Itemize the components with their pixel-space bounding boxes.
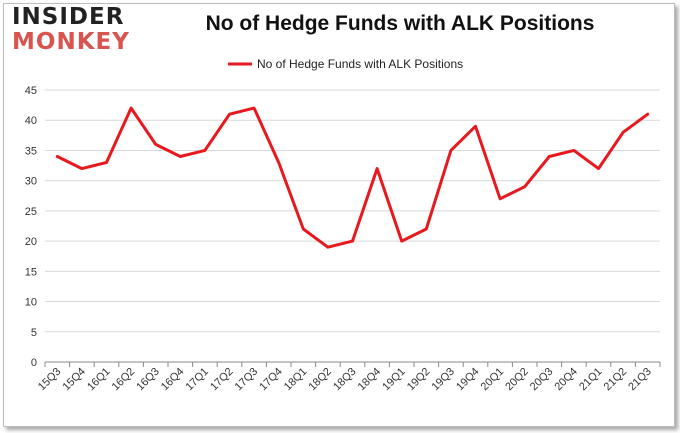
x-tick-label: 15Q4 (60, 366, 88, 394)
x-tick-label: 15Q3 (36, 366, 64, 394)
x-tick-label: 20Q1 (479, 366, 507, 394)
x-tick-label: 20Q4 (552, 366, 580, 394)
y-tick-label: 10 (25, 297, 37, 309)
chart-title: No of Hedge Funds with ALK Positions (205, 12, 595, 35)
logo-line-2: MONKEY (12, 29, 130, 55)
x-tick-label: 19Q2 (405, 366, 433, 394)
x-tick-label: 18Q4 (356, 366, 384, 394)
logo-line-1: INSIDER (12, 4, 125, 30)
chart-frame (3, 3, 675, 427)
x-tick-label: 17Q2 (208, 366, 236, 394)
legend-label: No of Hedge Funds with ALK Positions (257, 57, 463, 71)
y-tick-label: 20 (25, 236, 37, 248)
x-tick-label: 16Q4 (159, 366, 187, 394)
insider-monkey-logo: INSIDER MONKEY (12, 6, 132, 54)
legend: No of Hedge Funds with ALK Positions (228, 57, 463, 71)
x-tick-label: 19Q3 (429, 366, 457, 394)
gridlines (45, 89, 660, 333)
x-tick-label: 18Q3 (331, 366, 359, 394)
y-tick-label: 40 (25, 115, 37, 127)
y-tick-label: 0 (31, 357, 37, 369)
x-tick-label: 16Q2 (110, 366, 138, 394)
x-tick-label: 16Q1 (85, 366, 113, 394)
series-line (55, 106, 650, 249)
series-layer (55, 106, 650, 249)
x-tick-label: 17Q4 (257, 366, 285, 394)
y-tick-label: 30 (25, 176, 37, 188)
y-tick-label: 25 (25, 206, 37, 218)
y-axis: 0 5 10 15 20 25 30 35 40 45 (25, 85, 37, 369)
y-tick-label: 35 (25, 145, 37, 157)
x-tick-label: 17Q1 (183, 366, 211, 394)
x-tick-label: 19Q4 (454, 366, 482, 394)
x-tick-label: 16Q3 (134, 366, 162, 394)
x-tick-label: 21Q3 (626, 366, 654, 394)
y-tick-label: 45 (25, 85, 37, 97)
y-tick-label: 5 (31, 327, 37, 339)
x-axis: 15Q315Q416Q116Q216Q316Q417Q117Q217Q317Q4… (36, 361, 661, 394)
x-tick-label: 17Q3 (233, 366, 261, 394)
x-tick-label: 21Q2 (602, 366, 630, 394)
x-tick-label: 18Q1 (282, 366, 310, 394)
x-tick-label: 18Q2 (306, 366, 334, 394)
x-tick-label: 20Q2 (503, 366, 531, 394)
x-tick-label: 21Q1 (577, 366, 605, 394)
x-tick-label: 19Q1 (380, 366, 408, 394)
x-tick-label: 20Q3 (528, 366, 556, 394)
y-tick-label: 15 (25, 266, 37, 278)
